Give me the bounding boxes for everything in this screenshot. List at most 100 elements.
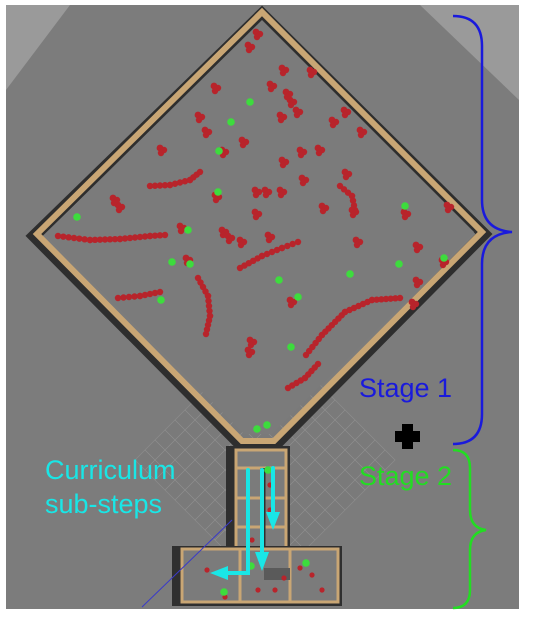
obstacle bbox=[297, 565, 303, 571]
goal bbox=[73, 213, 81, 221]
obstacle bbox=[353, 241, 361, 249]
obstacle bbox=[387, 295, 394, 302]
obstacle bbox=[413, 246, 421, 254]
goal bbox=[253, 425, 261, 433]
obstacle bbox=[284, 242, 291, 250]
goal bbox=[214, 188, 222, 196]
sensor-ray bbox=[141, 519, 233, 608]
obstacle bbox=[204, 292, 212, 300]
obstacle bbox=[279, 161, 287, 169]
obstacle bbox=[177, 227, 185, 235]
obstacle bbox=[287, 301, 295, 309]
obstacle bbox=[205, 302, 213, 310]
obstacle bbox=[151, 289, 159, 297]
obstacle bbox=[277, 191, 285, 199]
obstacle bbox=[299, 179, 307, 187]
obstacle bbox=[293, 111, 301, 119]
obstacle bbox=[156, 232, 164, 239]
obstacle bbox=[120, 294, 127, 301]
obstacle bbox=[195, 116, 203, 124]
goal bbox=[264, 466, 272, 474]
obstacle bbox=[211, 87, 219, 95]
obstacle bbox=[245, 46, 253, 54]
obstacle bbox=[202, 131, 210, 139]
obstacle bbox=[196, 168, 204, 176]
obstacle bbox=[281, 575, 287, 581]
stage2-brace bbox=[452, 448, 487, 610]
obstacle bbox=[70, 234, 78, 242]
obstacle bbox=[146, 232, 154, 240]
obstacle bbox=[319, 587, 325, 593]
obstacle bbox=[111, 235, 119, 243]
obstacle bbox=[161, 182, 169, 189]
stage2-label: Stage 2 bbox=[359, 461, 453, 491]
goal bbox=[294, 293, 302, 301]
obstacle bbox=[205, 297, 212, 305]
obstacle bbox=[307, 71, 315, 79]
obstacle bbox=[115, 206, 123, 214]
obstacle bbox=[268, 248, 276, 256]
curriculum-arrows bbox=[210, 466, 280, 580]
obstacle bbox=[262, 191, 270, 199]
obstacle bbox=[237, 241, 245, 249]
obstacle bbox=[151, 232, 159, 239]
obstacle bbox=[273, 246, 281, 254]
goal bbox=[275, 276, 283, 284]
obstacle bbox=[413, 281, 421, 289]
obstacle bbox=[126, 234, 134, 242]
obstacle bbox=[283, 93, 291, 101]
obstacle bbox=[252, 213, 260, 221]
obstacle bbox=[349, 211, 357, 219]
plus-icon bbox=[395, 424, 420, 449]
obstacle bbox=[202, 330, 210, 338]
obstacle bbox=[96, 236, 104, 243]
obstacle bbox=[247, 341, 255, 349]
obstacle bbox=[253, 33, 261, 41]
goal bbox=[287, 343, 295, 351]
obstacle bbox=[131, 293, 138, 300]
obstacle bbox=[131, 234, 139, 241]
obstacle bbox=[342, 173, 350, 181]
obstacle bbox=[373, 296, 380, 303]
goal bbox=[186, 260, 194, 268]
goal bbox=[227, 118, 235, 126]
curriculum-label-line2: sub-steps bbox=[45, 489, 163, 519]
obstacle bbox=[212, 196, 220, 204]
obstacle bbox=[409, 303, 417, 311]
obstacle bbox=[156, 182, 164, 189]
obstacle bbox=[125, 293, 133, 301]
obstacle bbox=[255, 587, 261, 593]
obstacle bbox=[176, 179, 184, 186]
obstacle bbox=[258, 252, 266, 260]
substep-arrow-head bbox=[255, 552, 269, 571]
goal bbox=[184, 226, 192, 234]
obstacle bbox=[314, 360, 322, 368]
obstacle bbox=[249, 537, 255, 543]
obstacle bbox=[146, 182, 154, 190]
obstacle bbox=[65, 234, 72, 241]
obstacle bbox=[279, 69, 287, 77]
obstacle bbox=[309, 572, 315, 578]
obstacle bbox=[146, 290, 154, 298]
obstacle bbox=[206, 307, 213, 315]
obstacle bbox=[368, 296, 376, 304]
obstacle bbox=[245, 351, 253, 359]
obstacle bbox=[378, 296, 385, 303]
goal bbox=[168, 258, 176, 266]
arena-wall bbox=[32, 7, 487, 444]
goal bbox=[157, 296, 165, 304]
obstacle bbox=[110, 199, 118, 207]
stage1-arena bbox=[25, 5, 493, 450]
substep-arrow-3 bbox=[223, 468, 250, 575]
goal bbox=[263, 421, 271, 429]
goal bbox=[246, 98, 254, 106]
obstacle bbox=[267, 85, 275, 93]
goal bbox=[346, 270, 354, 278]
ground-corner-light bbox=[6, 5, 70, 90]
obstacle bbox=[151, 182, 159, 189]
obstacle bbox=[444, 206, 452, 214]
obstacle bbox=[136, 292, 144, 300]
goal bbox=[395, 260, 403, 268]
obstacle bbox=[141, 291, 149, 299]
